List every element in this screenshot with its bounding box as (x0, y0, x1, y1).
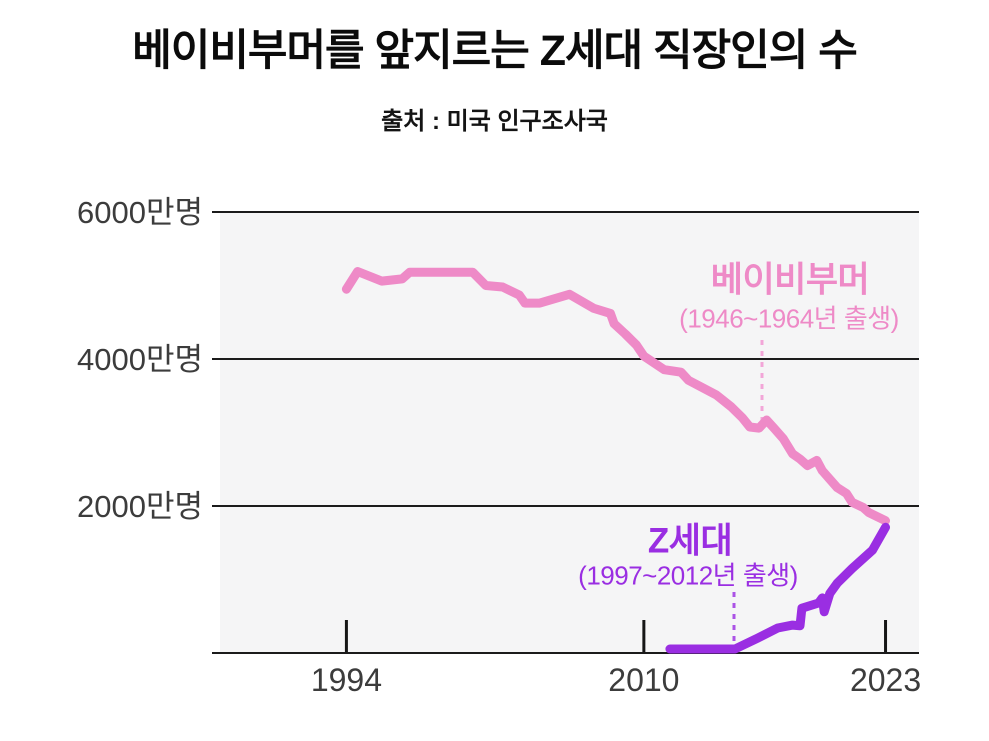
y-tick-label-2000: 2000만명 (77, 489, 203, 524)
series-label-genz: Z세대 (647, 521, 733, 561)
plot-background (220, 212, 919, 653)
x-tick-label-2023: 2023 (850, 662, 921, 698)
series-birthyears-genz: (1997~2012년 출생) (578, 560, 798, 591)
x-tick-label-2010: 2010 (608, 662, 679, 698)
chart-source-caption: 출처 : 미국 인구조사국 (381, 108, 608, 135)
chart-title: 베이비부머를 앞지르는 Z세대 직장인의 수 (132, 27, 858, 75)
y-tick-label-6000: 6000만명 (77, 195, 203, 230)
series-birthyears-boomer: (1946~1964년 출생) (679, 303, 899, 334)
series-line-genz (665, 522, 890, 654)
series-label-boomer: 베이비부머 (710, 260, 870, 300)
y-tick-label-4000: 4000만명 (77, 342, 203, 377)
x-tick-label-1994: 1994 (311, 662, 382, 698)
series-line-boomer (341, 267, 890, 526)
